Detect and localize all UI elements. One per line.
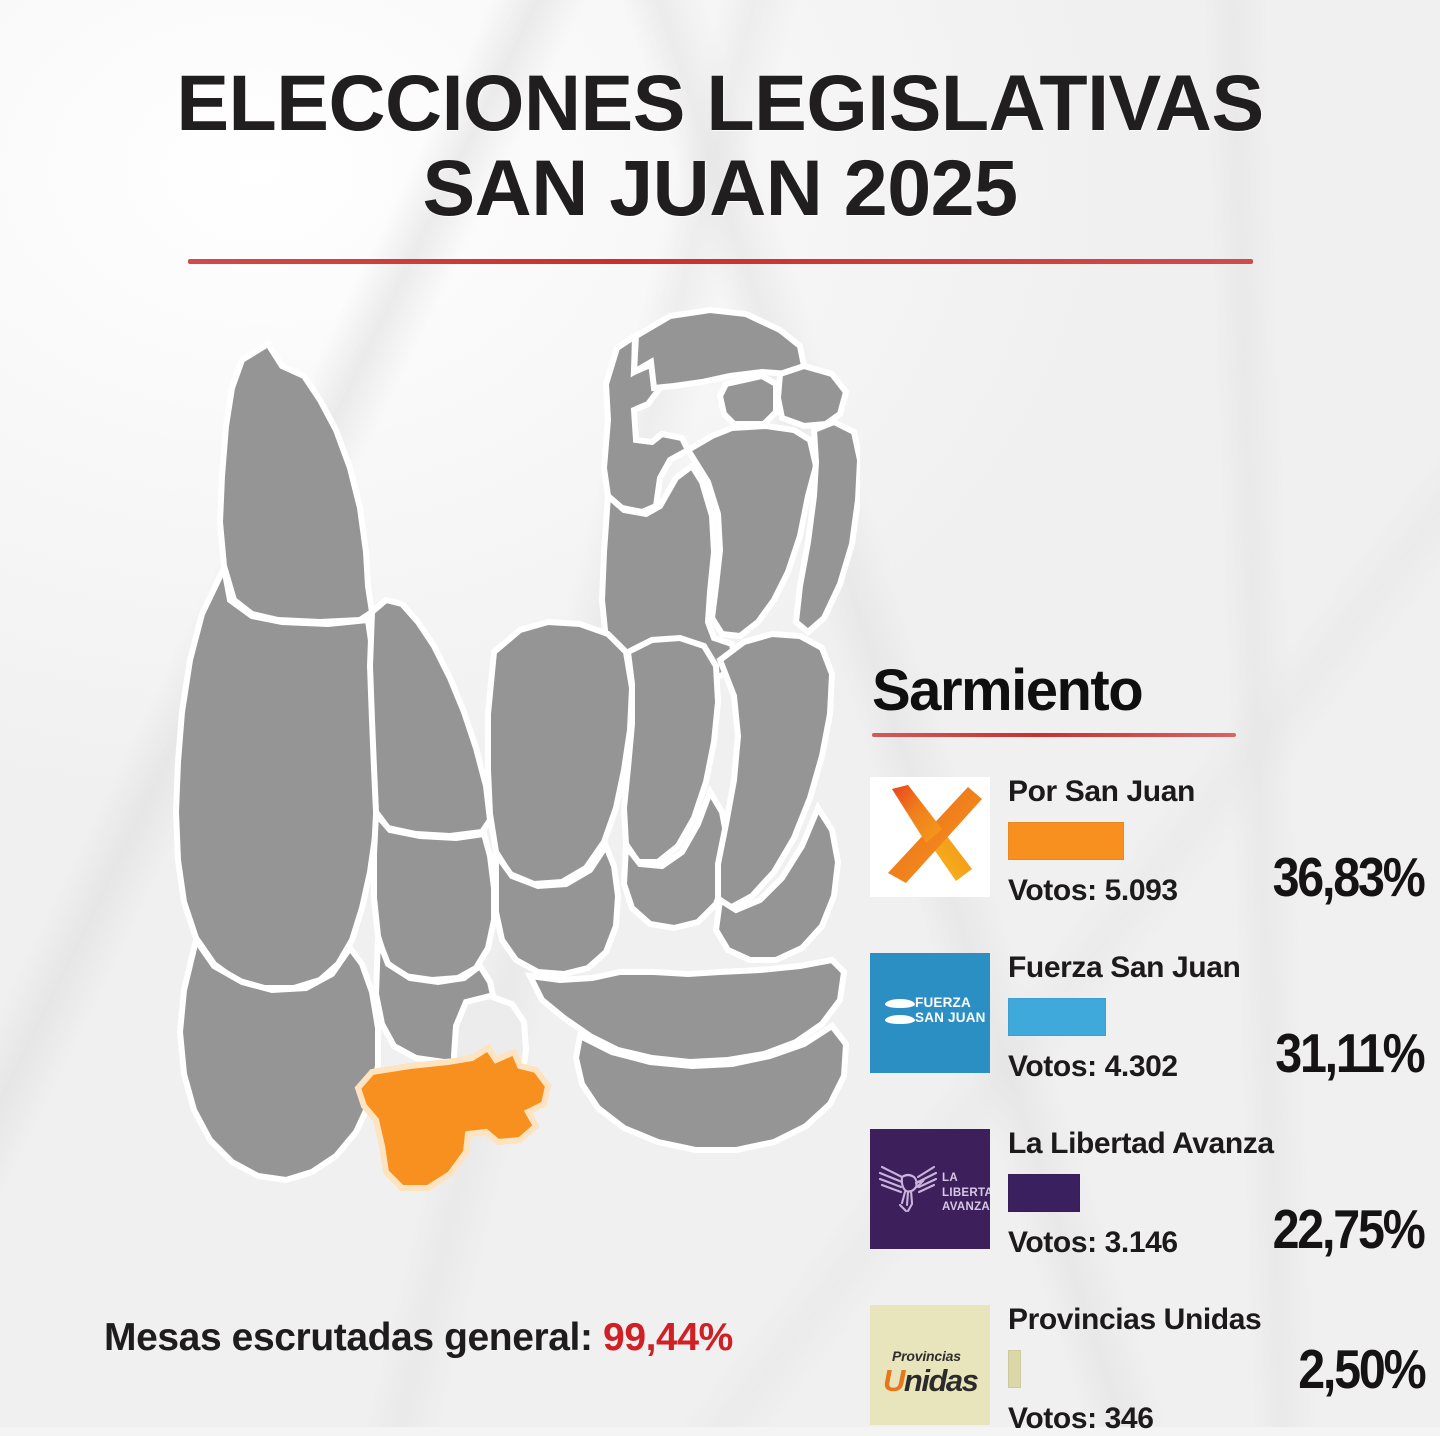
party-percent: 2,50% <box>1297 1338 1426 1400</box>
logo-text-line-1: LA <box>942 1172 958 1184</box>
party-bar <box>1008 1174 1080 1212</box>
department-title: Sarmiento <box>872 658 1144 723</box>
map-department-east-tall-right[interactable] <box>715 630 836 912</box>
map-department-east-box-a[interactable] <box>620 634 722 865</box>
map-department-iglesia[interactable] <box>216 339 376 626</box>
party-votes: Votos: 5.093 <box>1008 874 1178 907</box>
result-row-la-libertad-avanza[interactable]: LA LIBERTAD AVANZA La Libertad Avanza Vo… <box>866 1111 1426 1287</box>
provincias-unidas-body: Provincias Unidas Votos: 346 <box>1008 1303 1268 1436</box>
party-votes: Votos: 346 <box>1008 1402 1154 1435</box>
map-department-ne-top[interactable] <box>630 306 808 392</box>
party-name: Por San Juan <box>1008 775 1195 808</box>
eagle-icon <box>878 1165 938 1213</box>
fuerza-san-juan-logo: FUERZA SAN JUAN <box>870 953 990 1073</box>
map-department-calingasta[interactable] <box>172 558 383 991</box>
party-votes: Votos: 3.146 <box>1008 1226 1178 1259</box>
map-department-ne-small-center[interactable] <box>716 372 779 427</box>
party-bar <box>1008 822 1124 860</box>
fuerza-san-juan-icon: FUERZA SAN JUAN <box>870 953 990 1073</box>
logo-text-line-1: Provincias <box>892 1348 961 1364</box>
mesas-escrutadas-footer: Mesas escrutadas general: 99,44% <box>104 1316 733 1360</box>
party-votes: Votos: 4.302 <box>1008 1050 1178 1083</box>
logo-u-glyph: U <box>883 1363 905 1398</box>
mesas-escrutadas-percent: 99,44% <box>603 1316 733 1359</box>
fuerza-san-juan-logo-text: FUERZA SAN JUAN <box>915 995 986 1025</box>
department-title-divider <box>872 733 1236 737</box>
party-bar <box>1008 1350 1021 1388</box>
map-department-east-mid-left[interactable] <box>493 839 622 978</box>
la-libertad-avanza-logo-text: LA LIBERTAD AVANZA <box>942 1171 990 1215</box>
map-department-sarmiento-highlight[interactable] <box>354 1043 552 1191</box>
la-libertad-avanza-logo: LA LIBERTAD AVANZA <box>870 1129 990 1249</box>
map-department-central-mid[interactable] <box>371 806 497 984</box>
map-department-east-far-right[interactable] <box>712 801 842 963</box>
party-name: La Libertad Avanza <box>1008 1127 1274 1160</box>
party-bar <box>1008 998 1106 1036</box>
party-percent: 31,11% <box>1275 1022 1426 1084</box>
por-san-juan-x-icon <box>888 785 982 883</box>
map-group-east <box>485 618 850 1153</box>
party-percent: 36,83% <box>1273 846 1426 908</box>
map-group-west <box>172 339 383 1184</box>
map-group-northeast <box>598 306 860 682</box>
result-row-fuerza-san-juan[interactable]: FUERZA SAN JUAN Fuerza San Juan Votos: 4… <box>866 935 1426 1111</box>
party-percent: 22,75% <box>1273 1198 1426 1260</box>
map-department-east-bottom[interactable] <box>572 1021 850 1153</box>
logo-text-line-1: FUERZA <box>915 995 971 1010</box>
logo-text-line-3: AVANZA <box>942 1201 990 1214</box>
la-libertad-avanza-icon: LA LIBERTAD AVANZA <box>870 1129 990 1249</box>
page-header: ELECCIONES LEGISLATIVAS SAN JUAN 2025 <box>0 62 1440 264</box>
map-department-east-tall[interactable] <box>485 618 636 888</box>
result-row-por-san-juan[interactable]: Por San Juan Votos: 5.093 36,83% <box>866 759 1426 935</box>
san-juan-department-map[interactable] <box>20 300 860 1300</box>
map-department-ne-right-upper[interactable] <box>774 362 850 430</box>
provincias-unidas-logo: Provincias Unidas <box>870 1305 990 1425</box>
logo-text-line-2: SAN JUAN <box>915 1010 986 1026</box>
result-row-provincias-unidas[interactable]: Provincias Unidas Provincias Unidas Voto… <box>866 1287 1426 1435</box>
por-san-juan-logo <box>870 777 990 897</box>
map-svg <box>172 306 860 1191</box>
map-department-east-lower-strip[interactable] <box>524 956 848 1066</box>
la-libertad-avanza-body: La Libertad Avanza Votos: 3.146 <box>1008 1127 1274 1260</box>
map-department-central-upper[interactable] <box>366 596 494 840</box>
party-name: Provincias Unidas <box>1008 1303 1262 1336</box>
map-department-calingasta-south[interactable] <box>176 932 381 1184</box>
results-panel: Sarmiento <box>866 658 1426 1435</box>
logo-text-line-2-rest: nidas <box>903 1363 979 1398</box>
logo-text-line-2: LIBERTAD <box>942 1186 990 1199</box>
por-san-juan-body: Por San Juan Votos: 5.093 <box>1008 775 1268 908</box>
logo-text-line-2: Unidas <box>883 1363 979 1399</box>
fuerza-san-juan-body: Fuerza San Juan Votos: 4.302 <box>1008 951 1268 1084</box>
mesas-escrutadas-label: Mesas escrutadas general: <box>104 1316 604 1359</box>
map-department-ne-center[interactable] <box>683 422 820 640</box>
page-title-line-2: SAN JUAN 2025 <box>422 143 1018 233</box>
page-title-line-1: ELECCIONES LEGISLATIVAS <box>176 58 1264 147</box>
party-name: Fuerza San Juan <box>1008 951 1241 984</box>
header-divider <box>187 258 1253 264</box>
provincias-unidas-icon: Provincias Unidas <box>870 1305 990 1425</box>
map-department-ne-east[interactable] <box>792 418 860 636</box>
